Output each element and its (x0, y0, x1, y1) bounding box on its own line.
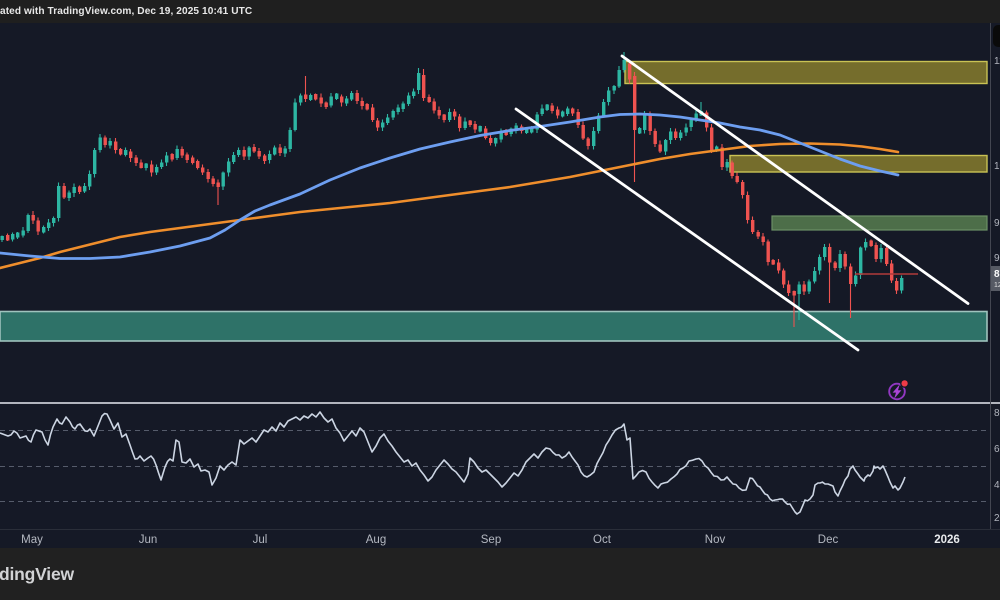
svg-text:Jun: Jun (139, 534, 158, 546)
svg-text:20: 20 (994, 513, 1000, 524)
svg-text:Dec: Dec (818, 534, 839, 546)
svg-text:Nov: Nov (705, 534, 726, 546)
svg-text:10: 10 (994, 161, 1000, 172)
svg-text:80: 80 (994, 408, 1000, 419)
svg-text:60: 60 (994, 444, 1000, 455)
svg-text:40: 40 (994, 480, 1000, 491)
svg-text:90: 90 (994, 253, 1000, 264)
svg-text:2026: 2026 (934, 534, 960, 546)
svg-text:11: 11 (994, 56, 1000, 67)
svg-text:12: 12 (994, 282, 1000, 289)
svg-text:May: May (21, 534, 43, 546)
svg-text:Sep: Sep (481, 534, 501, 546)
svg-text:Jul: Jul (253, 534, 268, 546)
svg-text:95: 95 (994, 218, 1000, 229)
svg-text:87: 87 (994, 269, 1000, 280)
svg-text:Oct: Oct (593, 534, 612, 546)
svg-text:Aug: Aug (366, 534, 386, 546)
